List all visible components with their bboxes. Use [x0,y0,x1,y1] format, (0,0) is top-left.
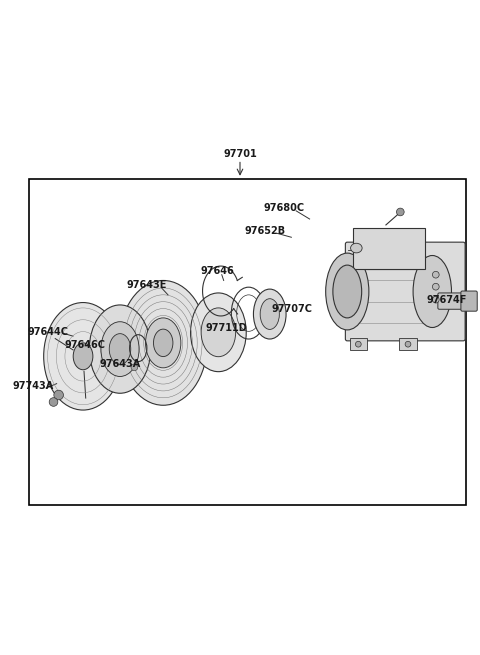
Ellipse shape [145,318,181,368]
FancyBboxPatch shape [353,228,425,269]
Ellipse shape [325,253,369,330]
Ellipse shape [54,390,63,400]
Ellipse shape [253,289,286,339]
Text: 97652B: 97652B [244,227,286,236]
Text: 97646C: 97646C [65,340,106,350]
Text: 97711D: 97711D [206,324,247,333]
Ellipse shape [119,280,207,405]
Text: 97680C: 97680C [264,204,305,214]
Ellipse shape [355,341,361,347]
Text: 97743A: 97743A [12,381,53,391]
FancyBboxPatch shape [399,338,417,350]
FancyBboxPatch shape [346,242,465,341]
Ellipse shape [109,333,131,365]
Ellipse shape [405,341,411,347]
FancyBboxPatch shape [349,338,367,350]
Ellipse shape [191,293,246,371]
Ellipse shape [44,303,122,410]
Text: 97644C: 97644C [27,327,69,337]
Text: 97646: 97646 [200,267,234,276]
FancyBboxPatch shape [438,293,464,309]
Ellipse shape [333,265,362,318]
Ellipse shape [49,398,58,406]
Ellipse shape [73,343,93,369]
Ellipse shape [131,364,138,371]
Ellipse shape [201,308,236,357]
Text: 97674F: 97674F [426,295,467,305]
Text: 97643E: 97643E [127,280,167,290]
Text: 97707C: 97707C [271,304,312,314]
Ellipse shape [260,299,279,329]
Ellipse shape [413,255,452,328]
Ellipse shape [350,243,362,253]
Ellipse shape [154,329,173,356]
Text: 97701: 97701 [223,149,257,159]
Ellipse shape [396,208,404,215]
Ellipse shape [432,284,439,290]
FancyBboxPatch shape [461,291,477,311]
Text: 97643A: 97643A [99,360,141,369]
Ellipse shape [432,296,439,303]
Ellipse shape [89,305,151,393]
Ellipse shape [432,271,439,278]
Ellipse shape [101,322,139,377]
